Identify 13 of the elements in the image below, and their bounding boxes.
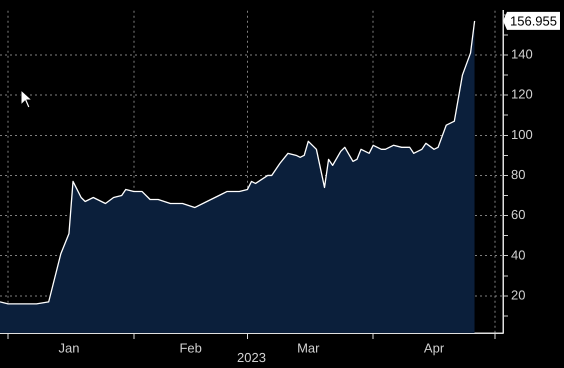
- y-tick-label: 60: [511, 207, 526, 222]
- y-tick-label: 20: [511, 287, 526, 302]
- x-axis-title: 2023: [237, 350, 266, 365]
- x-tick-label: Jan: [58, 340, 80, 356]
- y-tick-label: 120: [511, 86, 533, 102]
- y-tick-label: 40: [511, 247, 526, 262]
- annotation: 156.955: [510, 14, 557, 29]
- x-tick-label: Mar: [297, 340, 320, 356]
- x-tick-label: Apr: [424, 340, 445, 356]
- y-tick-label: 140: [511, 46, 533, 62]
- y-tick-label: 80: [511, 166, 526, 182]
- y-tick-label: 100: [511, 126, 533, 142]
- x-tick-label: Feb: [179, 340, 202, 356]
